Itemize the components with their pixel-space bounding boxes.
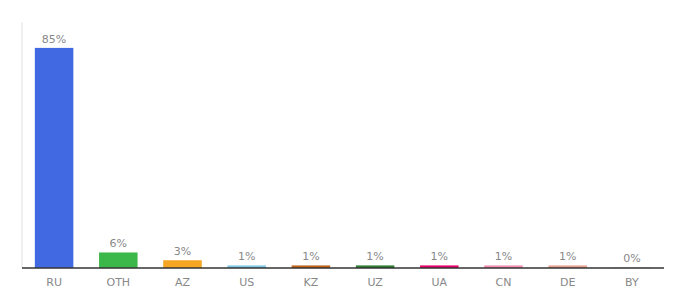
x-axis-line — [22, 267, 664, 269]
x-tick-label: US — [239, 276, 254, 289]
bar — [163, 260, 202, 268]
data-label: 0% — [623, 252, 640, 265]
data-label: 1% — [366, 250, 383, 263]
chart-container: RU OTH AZ US KZ UZ UA CN DE BY 85% 6% 3% 1% 1% 1% 1% 1% 1%… — [0, 0, 680, 300]
bars — [35, 48, 651, 268]
x-tick-label: RU — [46, 276, 62, 289]
y-axis-line — [22, 22, 23, 268]
x-tick-label: UA — [432, 276, 448, 289]
x-tick-label: BY — [625, 276, 639, 289]
chart-svg: RU OTH AZ US KZ UZ UA CN DE BY 85% 6% 3% 1% 1% 1% 1% 1% 1%… — [0, 0, 680, 300]
x-tick-label: DE — [560, 276, 575, 289]
data-label: 1% — [238, 250, 255, 263]
x-tick-label: UZ — [367, 276, 383, 289]
x-tick-label: OTH — [106, 276, 130, 289]
data-label: 1% — [559, 250, 576, 263]
bar — [99, 252, 138, 268]
data-label: 3% — [174, 245, 191, 258]
data-label: 1% — [302, 250, 319, 263]
data-label: 1% — [495, 250, 512, 263]
plot-area: RU OTH AZ US KZ UZ UA CN DE BY 85% 6% 3% 1% 1% 1% 1% 1% 1%… — [22, 22, 664, 289]
x-tick-label: KZ — [304, 276, 319, 289]
x-tick-label: CN — [496, 276, 512, 289]
bar — [35, 48, 74, 268]
data-label: 6% — [110, 237, 127, 250]
data-label: 85% — [42, 33, 66, 46]
x-tick-label: AZ — [175, 276, 191, 289]
data-label: 1% — [431, 250, 448, 263]
